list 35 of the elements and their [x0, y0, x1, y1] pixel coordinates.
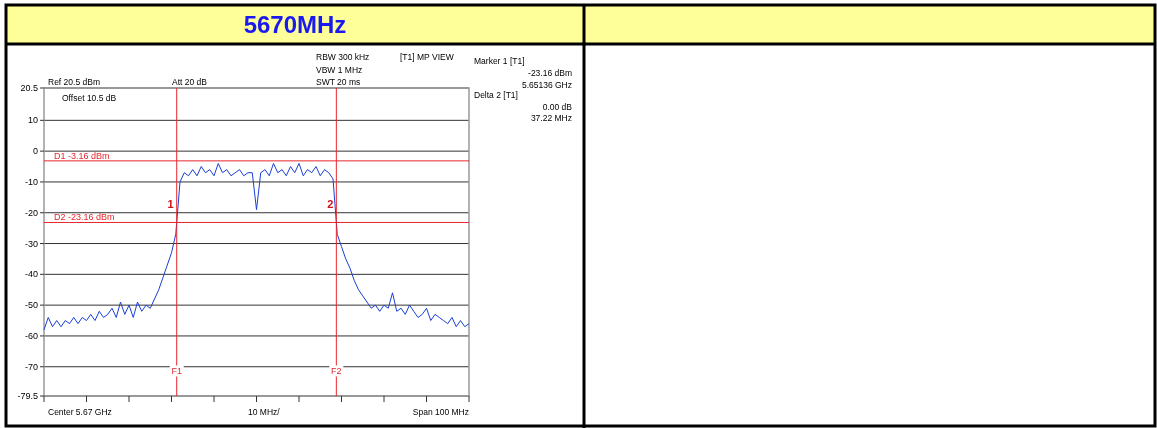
text: Span 100 MHz [412, 407, 469, 417]
y-tick-label: -50 [24, 300, 38, 311]
text: 0.00 dB [542, 102, 573, 112]
text: Ref 20.5 dBm [48, 77, 100, 87]
line-series [43, 162, 470, 331]
y-tick-label: -30 [24, 238, 38, 249]
y-tick-label: -20 [24, 207, 38, 218]
text: RBW 300 kHz [316, 52, 370, 62]
annotation: F2 [331, 366, 342, 377]
text: Att 20 dB [172, 77, 208, 87]
text: Marker 1 [T1] [474, 56, 525, 66]
annotation: 1 [167, 198, 174, 211]
y-tick-label: -79.5 [17, 391, 38, 401]
y-tick-label: 10 [27, 115, 38, 126]
y-tick-label: 20.5 [20, 83, 38, 93]
annotation: F1 [171, 366, 182, 377]
text: Center 5.67 GHz [48, 407, 112, 417]
text: VBW 1 MHz [316, 65, 363, 75]
y-tick-label: -40 [24, 269, 38, 280]
text: 10 MHz/ [248, 407, 281, 417]
ref-line-label: D1 -3.16 dBm [54, 150, 110, 161]
y-tick-label: 0 [32, 146, 38, 157]
y-tick-label: -60 [24, 330, 38, 341]
annotation: Offset 10.5 dB [62, 93, 117, 103]
annotation: 2 [327, 198, 334, 211]
ref-line-label: D2 -23.16 dBm [54, 212, 115, 223]
text: SWT 20 ms [316, 77, 361, 87]
text: 5.65136 GHz [521, 80, 572, 90]
chart-title: 5670MHz [243, 11, 347, 38]
text: Delta 2 [T1] [474, 90, 518, 100]
y-tick-label: -10 [24, 176, 38, 187]
text: 37.22 MHz [530, 113, 572, 123]
y-tick-label: -70 [24, 361, 38, 372]
text: -23.16 dBm [528, 68, 572, 78]
text: [T1] MP VIEW [400, 52, 454, 62]
